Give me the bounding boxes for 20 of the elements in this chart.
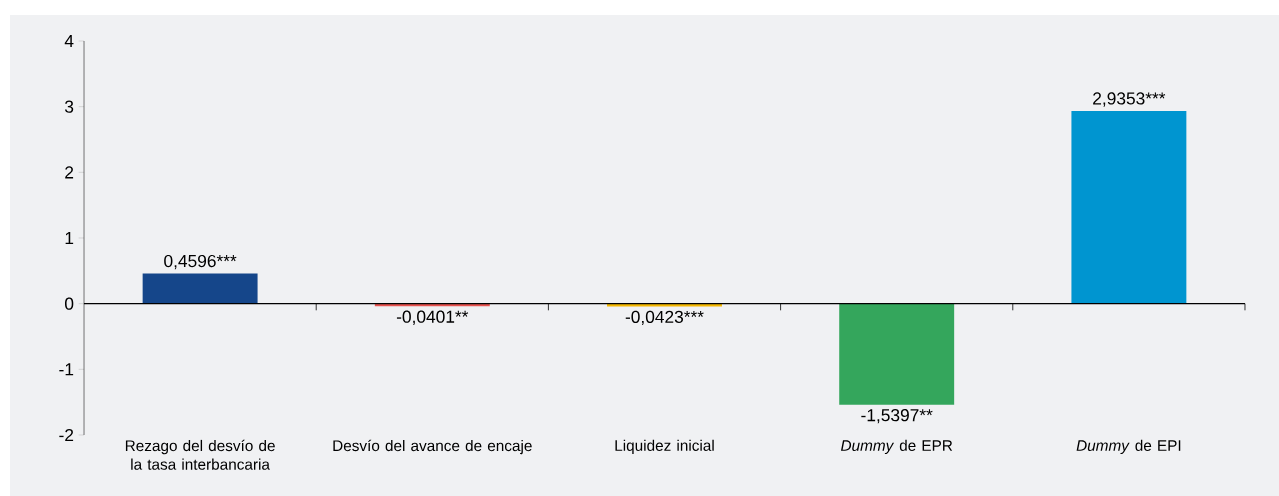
y-tick-label: 4 [64,35,74,47]
data-label: -1,5397** [861,409,933,424]
data-label: 0,4596*** [164,254,237,270]
y-tick-label: 0 [65,297,74,310]
x-tick-label: Dummy de EPI [1076,439,1181,454]
y-tick-label: -2 [59,428,74,442]
bar [142,273,258,304]
x-tick-label: Liquidez inicial [615,439,714,454]
x-tick-label: Desvío del avance de encaje [333,439,532,455]
y-tick-label: 1 [65,232,74,244]
y-tick-label: -1 [59,363,74,376]
x-tick-label: Rezago del desvío de la tasa interbancaria [125,439,275,470]
x-tick-label: Dummy de EPR [840,439,953,454]
bar [1071,110,1187,304]
data-label: 2,9353*** [1093,92,1166,107]
data-label: -0,0401** [396,310,469,325]
y-tick-label: 3 [65,100,74,113]
bar [839,303,955,405]
data-label: -0,0423*** [625,310,704,326]
y-tick-label: 2 [65,166,74,179]
